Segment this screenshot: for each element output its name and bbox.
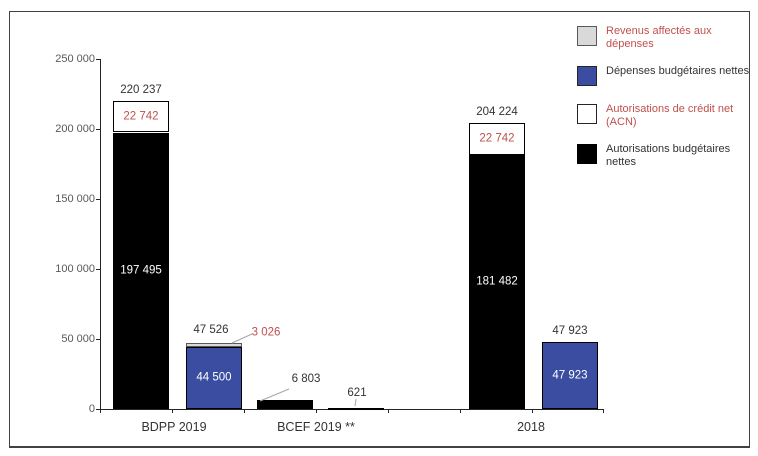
- bar-segment-revenus_affectes_aux_depenses: [186, 342, 242, 347]
- legend-label: Autorisations budgétaires nettes: [606, 143, 731, 168]
- legend-swatch-blue-icon: [577, 66, 597, 86]
- x-axis-tick: [244, 409, 245, 413]
- legend-swatch-gray-icon: [577, 26, 597, 46]
- y-axis-tick-label: 250 000: [55, 53, 95, 65]
- legend-item-autorisations-credit-net: Autorisations de crédit net (ACN): [577, 103, 756, 129]
- bar-total-label: 6 803: [291, 372, 321, 385]
- legend-item-depenses-budgetaires: Dépenses budgétaires nettes: [577, 65, 756, 86]
- y-axis-tick: [96, 409, 100, 410]
- bar-segment-depenses_budgetaires_nettes: [542, 341, 598, 409]
- legend-label: Revenus affectés aux dépenses: [606, 25, 712, 50]
- x-axis-tick: [460, 409, 461, 413]
- bar-segment-depenses_budgetaires_nettes: [328, 408, 384, 411]
- x-axis-tick: [316, 409, 317, 413]
- y-axis-tick: [96, 129, 100, 130]
- legend-label: Autorisations de crédit net (ACN): [606, 103, 734, 128]
- bar-segment-callout-label: 3 026: [251, 326, 281, 339]
- y-axis-line: [100, 59, 101, 410]
- legend-swatch-white-icon: [577, 104, 597, 124]
- bar-segment-autorisations_budgetaires_nettes: [113, 132, 169, 409]
- bar-segment-value-label: 22 742: [123, 110, 159, 123]
- bar-segment-autorisations_credit_net: [469, 123, 525, 155]
- bar-segment-value-label: 47 923: [552, 369, 588, 381]
- x-axis-category-label: BDPP 2019: [141, 420, 207, 434]
- bar-total-label: 204 224: [476, 106, 518, 119]
- bar-total-label: 220 237: [120, 83, 162, 96]
- legend-swatch-black-icon: [577, 144, 597, 164]
- x-axis-tick: [603, 409, 604, 413]
- bar-total-label: 47 526: [193, 323, 229, 336]
- y-axis-tick-label: 150 000: [55, 193, 95, 205]
- legend-item-revenus-affectes: Revenus affectés aux dépenses: [577, 25, 756, 51]
- bar-segment-autorisations_credit_net: [113, 100, 169, 133]
- x-axis-category-label: BCEF 2019 **: [277, 420, 355, 434]
- y-axis-tick-label: 100 000: [55, 263, 95, 275]
- y-axis-tick: [96, 59, 100, 60]
- y-axis-tick-label: 0: [88, 403, 95, 415]
- legend-label: Dépenses budgétaires nettes: [606, 65, 750, 77]
- legend-item-autorisations-budgetaires: Autorisations budgétaires nettes: [577, 143, 756, 169]
- bar-total-label: 47 923: [552, 324, 588, 337]
- y-axis-tick: [96, 199, 100, 200]
- bar-segment-value-label: 181 482: [476, 275, 518, 288]
- bar-total-label: 621: [347, 387, 367, 400]
- bar-segment-value-label: 22 742: [479, 132, 515, 145]
- bar-segment-autorisations_budgetaires_nettes: [257, 399, 313, 409]
- bar-segment-depenses_budgetaires_nettes: [186, 346, 242, 409]
- y-axis-tick-label: 50 000: [61, 333, 95, 345]
- x-axis-tick: [100, 409, 101, 413]
- y-axis-tick: [96, 269, 100, 270]
- bar-segment-value-label: 197 495: [120, 264, 162, 277]
- y-axis-tick: [96, 339, 100, 340]
- x-axis-tick: [172, 409, 173, 413]
- x-axis-tick: [532, 409, 533, 413]
- x-axis-category-label: 2018: [517, 420, 545, 434]
- x-axis-tick: [388, 409, 389, 413]
- bar-segment-autorisations_budgetaires_nettes: [469, 154, 525, 409]
- y-axis-tick-label: 200 000: [55, 123, 95, 135]
- bar-segment-value-label: 44 500: [196, 371, 232, 384]
